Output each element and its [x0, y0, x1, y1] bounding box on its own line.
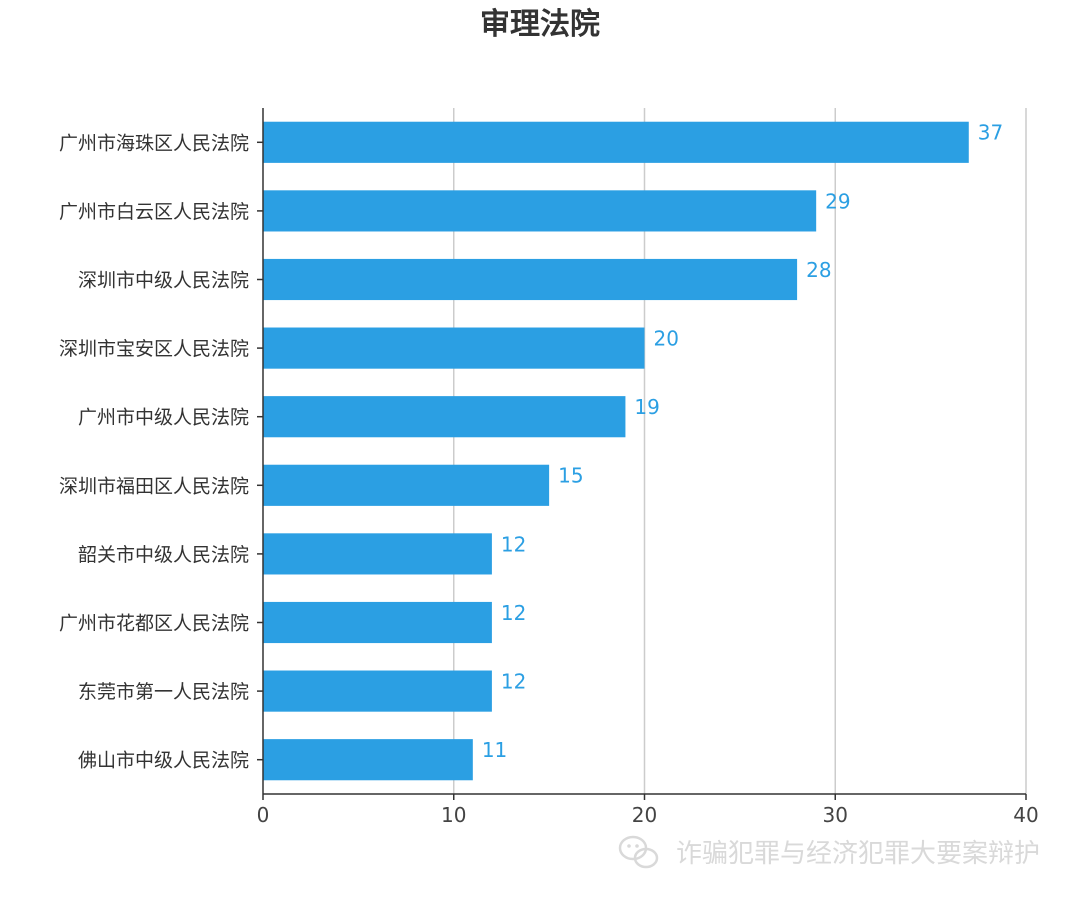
- bar: [263, 327, 645, 369]
- x-tick-label: 0: [257, 803, 270, 827]
- bars: [263, 121, 969, 781]
- chart-title: 审理法院: [480, 7, 600, 42]
- bar: [263, 670, 492, 712]
- category-label: 深圳市宝安区人民法院: [59, 338, 249, 360]
- data-label: 12: [501, 601, 526, 625]
- category-label: 佛山市中级人民法院: [78, 750, 249, 772]
- x-axis-ticks: 0 10 20 30 40: [257, 794, 1039, 827]
- category-labels: 广州市海珠区人民法院广州市白云区人民法院深圳市中级人民法院深圳市宝安区人民法院广…: [59, 132, 263, 772]
- bar: [263, 258, 798, 301]
- data-label: 11: [482, 738, 507, 762]
- x-tick-label: 30: [823, 803, 848, 827]
- data-label: 37: [978, 121, 1003, 145]
- category-label: 广州市花都区人民法院: [59, 613, 249, 635]
- category-label: 韶关市中级人民法院: [78, 544, 249, 566]
- bar: [263, 601, 492, 644]
- bar: [263, 464, 550, 506]
- data-label: 29: [825, 189, 850, 213]
- data-label: 12: [501, 532, 526, 556]
- bar: [263, 190, 817, 232]
- bar: [263, 396, 626, 438]
- watermark-text: 诈骗犯罪与经济犯罪大要案辩护: [676, 839, 1040, 869]
- category-label: 广州市中级人民法院: [78, 407, 249, 429]
- data-label: 15: [558, 464, 583, 488]
- x-tick-label: 40: [1013, 803, 1038, 827]
- x-tick-label: 10: [441, 803, 466, 827]
- bar: [263, 533, 492, 575]
- watermark: 诈骗犯罪与经济犯罪大要案辩护: [618, 835, 1040, 869]
- data-label: 19: [634, 395, 659, 419]
- category-label: 东莞市第一人民法院: [78, 681, 249, 703]
- wechat-icon: [618, 835, 659, 869]
- data-labels: 37 29 28 20 19 15 12 12 12 11: [482, 121, 1003, 762]
- data-label: 12: [501, 670, 526, 694]
- category-label: 深圳市中级人民法院: [78, 270, 249, 292]
- category-label: 广州市白云区人民法院: [59, 201, 249, 223]
- bar: [263, 121, 969, 163]
- bar: [263, 739, 473, 781]
- x-tick-label: 20: [632, 803, 657, 827]
- category-label: 深圳市福田区人民法院: [59, 475, 249, 497]
- data-label: 20: [654, 327, 679, 351]
- category-label: 广州市海珠区人民法院: [59, 132, 249, 154]
- data-label: 28: [806, 258, 831, 282]
